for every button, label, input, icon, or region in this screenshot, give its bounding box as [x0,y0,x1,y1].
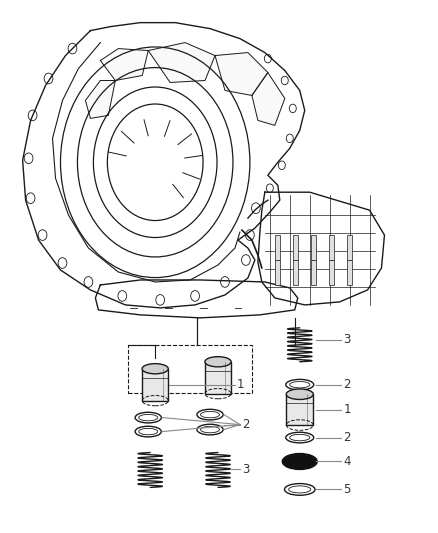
Bar [293,260,298,285]
Text: 1: 1 [237,378,244,391]
Polygon shape [85,80,115,118]
Ellipse shape [282,454,317,470]
Text: 1: 1 [343,403,351,416]
Bar [311,235,316,260]
Polygon shape [252,72,285,125]
Bar [329,235,334,260]
Text: 3: 3 [343,333,351,346]
Polygon shape [148,43,215,83]
Text: 2: 2 [242,418,249,431]
Text: 2: 2 [343,431,351,444]
Bar [142,369,168,401]
Text: 2: 2 [343,378,351,391]
Text: 4: 4 [343,455,351,468]
Bar [311,260,316,285]
Bar [275,260,280,285]
Ellipse shape [205,357,231,367]
Bar [128,345,252,393]
Bar [275,235,280,260]
Ellipse shape [142,364,168,374]
Bar [286,394,313,425]
Bar [329,260,334,285]
Bar [347,260,352,285]
Text: 3: 3 [242,463,249,476]
Text: 5: 5 [343,483,351,496]
Polygon shape [215,53,268,95]
Ellipse shape [286,389,313,399]
Polygon shape [100,49,148,80]
Bar [293,235,298,260]
Bar [205,362,231,394]
Bar [347,235,352,260]
